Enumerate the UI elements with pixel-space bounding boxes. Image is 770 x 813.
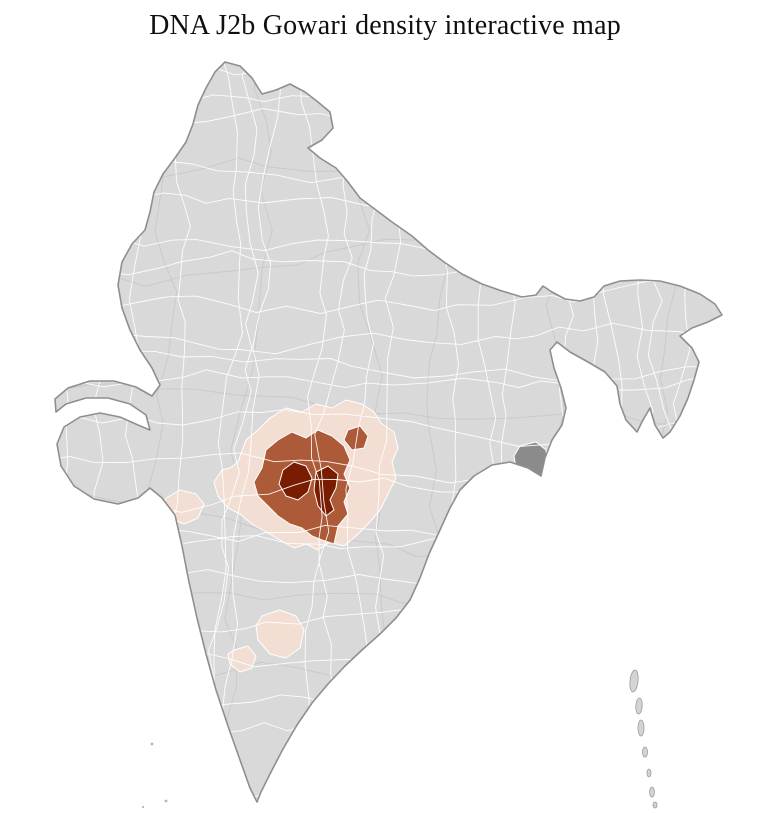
density-region-high-east[interactable] [313,465,339,517]
india-outline [54,61,723,803]
dark-gray-district[interactable] [513,441,549,479]
density-region-high-west[interactable] [278,461,313,501]
andaman-nicobar-islands [629,669,658,809]
lakshadweep-islands [141,742,168,809]
density-region-medium-northeast[interactable] [343,425,369,451]
map-title: DNA J2b Gowari density interactive map [149,10,621,41]
